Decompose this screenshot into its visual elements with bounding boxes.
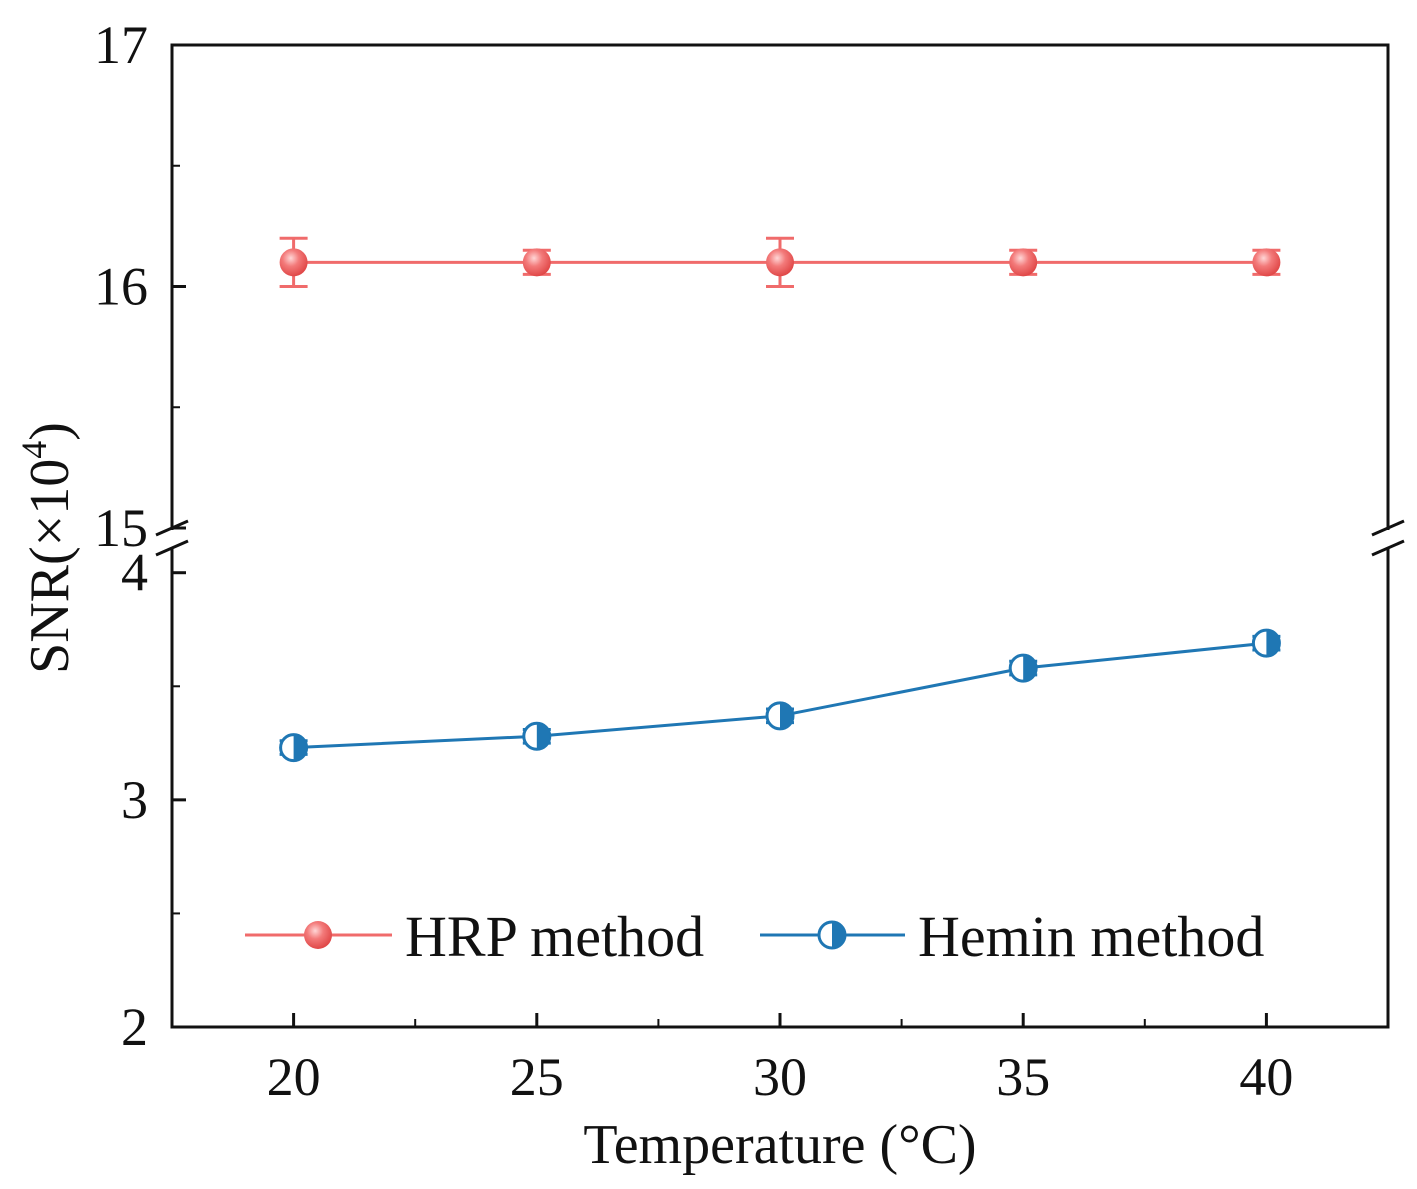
data-point (279, 248, 308, 277)
break-slash-right (1371, 539, 1405, 557)
break-gap-right (1382, 530, 1394, 548)
y-axis-title-superscript: 4 (14, 441, 54, 459)
y-upper-tick-label: 15 (94, 498, 148, 558)
data-point-fill (780, 702, 794, 729)
data-point-fill (1023, 655, 1037, 682)
legend: HRP method Hemin method (245, 904, 1264, 969)
x-tick-label: 35 (996, 1047, 1050, 1107)
data-point (522, 248, 551, 277)
y-axis-title: SNR(×104) (14, 422, 81, 674)
data-point (766, 248, 794, 277)
y-axis-title-close: ) (19, 422, 81, 441)
x-axis-title: Temperature (°C) (583, 1114, 976, 1176)
legend-hemin-marker (817, 920, 847, 950)
y-lower-tick-label: 2 (121, 997, 148, 1057)
axis-break-marks (155, 519, 1405, 557)
data-point (1008, 653, 1038, 683)
series-layer (279, 236, 1281, 763)
data-point (1252, 248, 1281, 277)
break-gap-left (166, 530, 178, 548)
y-axis-title-main: SNR(×10 (19, 459, 81, 674)
y-lower-tick-label: 4 (121, 543, 148, 603)
break-slash-right (1371, 519, 1405, 537)
legend-hemin-label: Hemin method (918, 904, 1264, 969)
svg-text:SNR(×104): SNR(×104) (14, 422, 81, 674)
data-point (279, 733, 309, 763)
data-point (1009, 248, 1038, 277)
data-point-fill (1266, 630, 1280, 657)
tick-labels-layer: 20 25 30 35 40 17 16 154 3 2 (94, 15, 1293, 1107)
x-tick-label: 20 (267, 1047, 321, 1107)
data-point-fill (536, 723, 550, 750)
data-point (765, 701, 795, 731)
y-lower-tick-label: 3 (121, 770, 148, 830)
x-tick-label: 40 (1239, 1047, 1293, 1107)
data-point (522, 721, 552, 751)
data-point (1251, 628, 1281, 658)
legend-hrp-label: HRP method (405, 904, 704, 969)
series-hemin (279, 628, 1281, 763)
y-upper-tick-label: 16 (94, 257, 148, 317)
x-tick-label: 30 (753, 1047, 807, 1107)
x-tick-label: 25 (510, 1047, 564, 1107)
break-slash-left (155, 519, 189, 537)
break-slash-left (155, 539, 189, 557)
series-hrp (279, 236, 1281, 288)
y-upper-tick-label: 17 (94, 15, 148, 75)
legend-hrp-marker (304, 921, 332, 949)
data-point-fill (293, 734, 307, 761)
